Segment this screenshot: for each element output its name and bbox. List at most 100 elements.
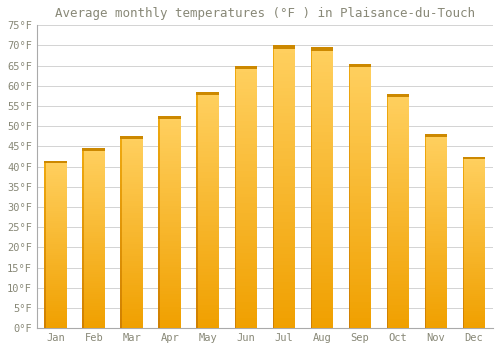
Bar [348, 265, 372, 269]
Bar [462, 279, 485, 281]
Bar [348, 90, 350, 97]
Bar [158, 137, 182, 140]
Bar [348, 183, 350, 189]
Bar [44, 265, 46, 270]
Bar [310, 48, 334, 51]
Bar [158, 280, 182, 283]
Bar [82, 216, 84, 220]
Bar [234, 79, 236, 85]
Bar [44, 314, 67, 316]
Bar [386, 267, 409, 270]
Bar [462, 289, 464, 294]
Bar [120, 323, 144, 326]
Bar [120, 280, 122, 285]
Bar [158, 326, 182, 328]
Bar [82, 229, 84, 234]
Bar [272, 102, 274, 109]
Bar [44, 215, 67, 217]
Bar [158, 302, 182, 304]
Bar [234, 148, 258, 151]
Bar [82, 297, 105, 299]
Bar [234, 131, 236, 138]
Bar [348, 74, 372, 77]
Bar [272, 240, 295, 243]
Bar [424, 214, 448, 217]
Bar [348, 229, 372, 232]
Bar [386, 179, 409, 182]
Bar [386, 190, 409, 194]
Bar [348, 163, 372, 166]
Bar [424, 268, 448, 270]
Bar [310, 209, 312, 216]
Bar [196, 269, 220, 272]
Bar [424, 205, 448, 207]
Bar [462, 165, 485, 167]
Bar [234, 187, 258, 190]
Bar [196, 281, 198, 287]
Bar [462, 277, 464, 281]
Bar [386, 314, 409, 316]
Bar [386, 311, 388, 316]
Bar [386, 299, 409, 302]
Bar [348, 169, 372, 173]
Bar [196, 219, 220, 222]
Bar [462, 189, 485, 191]
Bar [158, 275, 182, 278]
Bar [82, 297, 84, 301]
Bar [196, 121, 220, 124]
Bar [234, 269, 236, 276]
Bar [424, 231, 448, 234]
Bar [348, 153, 372, 156]
Bar [234, 181, 258, 184]
Bar [44, 318, 67, 320]
Bar [234, 79, 258, 82]
Bar [462, 191, 464, 195]
Bar [120, 146, 144, 148]
Bar [44, 278, 67, 280]
Bar [158, 188, 182, 190]
Bar [158, 121, 182, 124]
Bar [120, 175, 144, 177]
Bar [158, 249, 182, 251]
Bar [82, 256, 84, 261]
Bar [462, 163, 485, 165]
Bar [310, 233, 334, 237]
Bar [120, 290, 144, 292]
Bar [44, 223, 46, 228]
Bar [196, 151, 198, 157]
Bar [272, 166, 295, 169]
Bar [424, 289, 426, 294]
Bar [386, 97, 409, 100]
Bar [196, 183, 220, 187]
Bar [462, 242, 464, 247]
Bar [348, 133, 372, 136]
Bar [310, 177, 334, 181]
Bar [348, 322, 350, 328]
Bar [158, 164, 182, 167]
Bar [234, 85, 258, 89]
Bar [386, 240, 409, 243]
Bar [272, 91, 295, 95]
Bar [348, 259, 372, 262]
Bar [234, 174, 258, 177]
Bar [272, 208, 295, 211]
Bar [386, 229, 388, 235]
Bar [348, 216, 372, 219]
Bar [196, 193, 220, 195]
Bar [158, 164, 160, 169]
Bar [234, 184, 258, 187]
Bar [310, 58, 334, 62]
Bar [82, 261, 105, 263]
Bar [424, 314, 426, 318]
Bar [462, 251, 464, 255]
Bar [158, 214, 182, 217]
Bar [424, 260, 426, 265]
Bar [272, 261, 295, 265]
Bar [158, 198, 182, 201]
Bar [82, 240, 105, 243]
Bar [44, 299, 46, 303]
Bar [462, 167, 485, 169]
Bar [82, 178, 105, 180]
Bar [462, 182, 485, 184]
Bar [82, 301, 105, 303]
